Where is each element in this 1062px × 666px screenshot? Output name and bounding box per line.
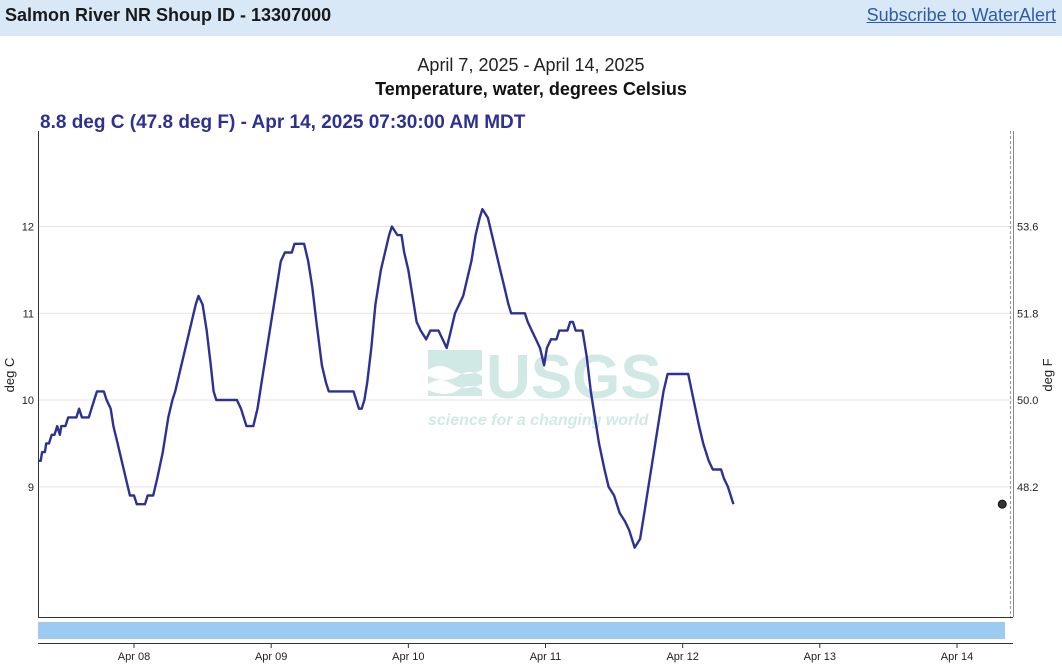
subscribe-wateralert-link[interactable]: Subscribe to WaterAlert — [866, 5, 1056, 25]
current-value-point[interactable] — [997, 499, 1007, 509]
usgs-logo-icon — [428, 350, 482, 396]
y-tick-label-right: 53.6 — [1017, 221, 1038, 233]
site-header-bar: Salmon River NR Shoup ID - 13307000 Subs… — [0, 0, 1062, 36]
y-tick-label-left: 9 — [28, 482, 34, 494]
time-brush-bar[interactable] — [38, 622, 1005, 639]
y-tick-label-left: 10 — [22, 395, 34, 407]
x-axis-ticks: Apr 08 Apr 09 Apr 10 Apr 11 Apr 12 Apr 13 Apr … — [118, 643, 973, 663]
x-tick-label: Apr 12 — [666, 651, 698, 663]
y-tick-label-left: 12 — [22, 221, 34, 233]
y-tick-label-right: 50.0 — [1017, 395, 1038, 407]
chart-date-range: April 7, 2025 - April 14, 2025 — [417, 55, 645, 75]
series-group — [38, 207, 1007, 549]
x-tick-label: Apr 11 — [530, 651, 562, 663]
x-tick-label: Apr 08 — [118, 651, 150, 663]
y-axis-left-ticks: 9 10 11 12 — [22, 221, 34, 493]
temperature-series-line — [38, 207, 735, 549]
y-tick-label-right: 48.2 — [1017, 482, 1038, 494]
usgs-logo-text: USGS — [486, 343, 662, 412]
chart-title: Temperature, water, degrees Celsius — [375, 79, 687, 99]
y-axis-left-label: deg C — [2, 358, 17, 393]
y-tick-label-right: 51.8 — [1017, 308, 1038, 320]
y-axis-right-ticks: 48.2 50.0 51.8 53.6 — [1017, 221, 1038, 493]
x-tick-label: Apr 13 — [804, 651, 836, 663]
x-tick-label: Apr 09 — [255, 651, 287, 663]
x-tick-label: Apr 10 — [392, 651, 424, 663]
y-axis-right-label: deg F — [1040, 358, 1055, 391]
y-tick-label-left: 11 — [23, 308, 34, 320]
x-tick-label: Apr 14 — [941, 651, 973, 663]
usgs-tagline: science for a changing world — [428, 412, 650, 429]
site-title: Salmon River NR Shoup ID - 13307000 — [5, 5, 332, 25]
current-reading-label: 8.8 deg C (47.8 deg F) - Apr 14, 2025 07… — [40, 112, 526, 133]
